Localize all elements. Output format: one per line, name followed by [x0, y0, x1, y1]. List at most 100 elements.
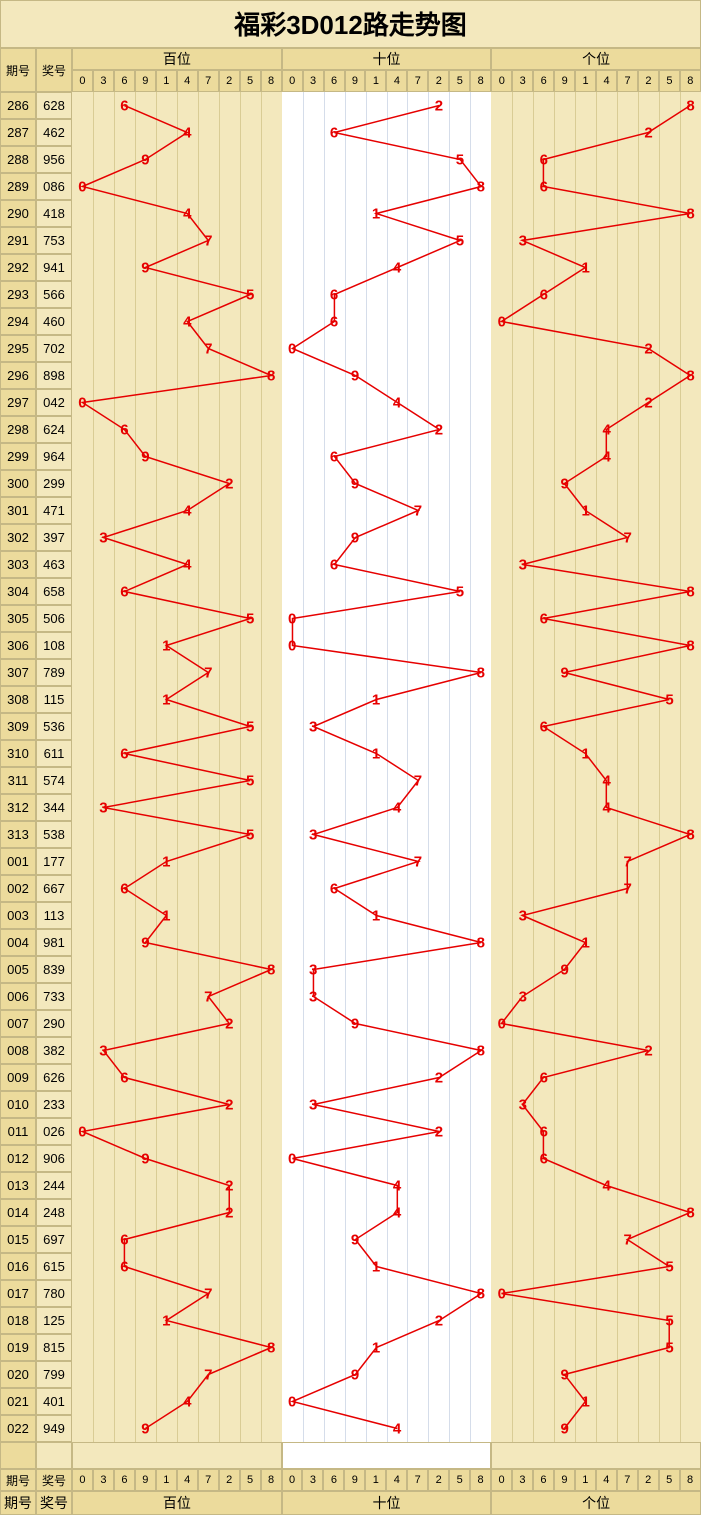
digit-hdr: 4	[386, 70, 407, 92]
trend-digit: 4	[183, 502, 191, 519]
trend-digit: 2	[225, 1177, 233, 1194]
data-row: 006733733	[0, 983, 701, 1010]
trend-digit: 4	[602, 1177, 610, 1194]
grid-section: 1	[491, 929, 701, 956]
trend-digit: 3	[519, 556, 527, 573]
number-cell: 780	[36, 1280, 72, 1307]
data-row: 295702702	[0, 335, 701, 362]
pos-header-1: 十位	[282, 48, 492, 70]
trend-digit: 6	[540, 178, 548, 195]
data-row: 289086086	[0, 173, 701, 200]
period-cell: 301	[0, 497, 36, 524]
period-cell: 013	[0, 1172, 36, 1199]
number-cell: 789	[36, 659, 72, 686]
grid-section: 9	[491, 1361, 701, 1388]
data-row: 015697697	[0, 1226, 701, 1253]
trend-digit: 9	[561, 664, 569, 681]
grid-section: 3	[491, 902, 701, 929]
number-cell: 697	[36, 1226, 72, 1253]
number-cell: 113	[36, 902, 72, 929]
data-row: 310611611	[0, 740, 701, 767]
grid-section: 8	[72, 362, 282, 389]
trend-digit: 7	[204, 664, 212, 681]
trend-digit: 6	[120, 421, 128, 438]
number-cell: 244	[36, 1172, 72, 1199]
ftr-period: 期号	[0, 1469, 36, 1491]
grid-section: 2	[491, 389, 701, 416]
trend-digit: 5	[246, 718, 254, 735]
grid-section: 4	[72, 119, 282, 146]
period-cell: 022	[0, 1415, 36, 1442]
trend-digit: 8	[267, 961, 275, 978]
trend-digit: 8	[686, 826, 694, 843]
trend-digit: 8	[477, 1285, 485, 1302]
grid-section: 1	[282, 200, 492, 227]
period-cell: 289	[0, 173, 36, 200]
ftr-digit: 0	[491, 1469, 512, 1491]
trend-digit: 9	[351, 1015, 359, 1032]
trend-digit: 6	[330, 124, 338, 141]
grid-section: 6	[282, 308, 492, 335]
number-cell: 471	[36, 497, 72, 524]
grid-section: 5	[72, 821, 282, 848]
trend-digit: 7	[204, 340, 212, 357]
number-cell: 624	[36, 416, 72, 443]
period-cell: 298	[0, 416, 36, 443]
trend-digit: 4	[393, 1177, 401, 1194]
number-cell: 626	[36, 1064, 72, 1091]
period-cell: 288	[0, 146, 36, 173]
number-cell: 615	[36, 1253, 72, 1280]
trend-digit: 5	[456, 583, 464, 600]
trend-digit: 6	[540, 1150, 548, 1167]
trend-digit: 0	[498, 313, 506, 330]
grid-section: 9	[72, 929, 282, 956]
grid-section: 3	[491, 1091, 701, 1118]
period-cell: 004	[0, 929, 36, 956]
data-row: 016615615	[0, 1253, 701, 1280]
trend-digit: 9	[561, 1420, 569, 1437]
number-cell: 344	[36, 794, 72, 821]
period-cell: 017	[0, 1280, 36, 1307]
chart-header: 期号奖号百位0369147258十位0369147258个位0369147258	[0, 48, 701, 92]
trend-digit: 2	[644, 1042, 652, 1059]
period-cell: 287	[0, 119, 36, 146]
trend-digit: 6	[120, 1231, 128, 1248]
trend-digit: 9	[561, 475, 569, 492]
period-cell: 019	[0, 1334, 36, 1361]
trend-digit: 6	[120, 1258, 128, 1275]
data-row: 301471471	[0, 497, 701, 524]
ftr-number: 奖号	[36, 1469, 72, 1491]
data-row: 021401401	[0, 1388, 701, 1415]
digit-hdr: 2	[638, 70, 659, 92]
number-cell: 506	[36, 605, 72, 632]
trend-digit: 0	[288, 637, 296, 654]
trend-digit: 8	[686, 637, 694, 654]
ftr-digit: 1	[575, 1469, 596, 1491]
ftr-digit: 3	[302, 1469, 323, 1491]
period-cell: 014	[0, 1199, 36, 1226]
number-cell: 566	[36, 281, 72, 308]
trend-digit: 3	[519, 232, 527, 249]
number-cell: 839	[36, 956, 72, 983]
trend-digit: 2	[435, 1069, 443, 1086]
trend-digit: 4	[393, 1204, 401, 1221]
digit-hdr: 4	[596, 70, 617, 92]
data-row: 305506506	[0, 605, 701, 632]
trend-digit: 9	[561, 961, 569, 978]
grid-section: 6	[72, 578, 282, 605]
ftr-digit: 6	[533, 1469, 554, 1491]
number-cell: 108	[36, 632, 72, 659]
number-cell: 538	[36, 821, 72, 848]
grid-section: 5	[72, 713, 282, 740]
trend-digit: 6	[330, 286, 338, 303]
trend-digit: 5	[246, 286, 254, 303]
digit-hdr: 8	[470, 70, 491, 92]
data-row: 001177177	[0, 848, 701, 875]
data-row: 004981981	[0, 929, 701, 956]
grid-section: 6	[491, 173, 701, 200]
trend-digit: 2	[225, 1096, 233, 1113]
grid-section: 2	[72, 1172, 282, 1199]
period-cell: 016	[0, 1253, 36, 1280]
trend-digit: 9	[141, 259, 149, 276]
digit-hdr: 3	[512, 70, 533, 92]
